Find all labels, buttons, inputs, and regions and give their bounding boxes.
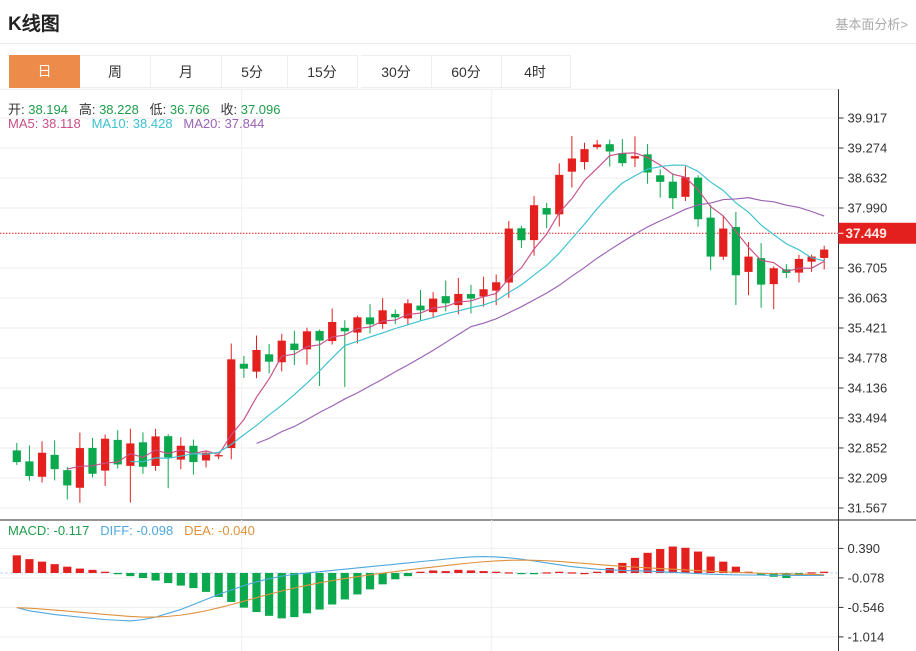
svg-text:34.136: 34.136: [848, 381, 888, 396]
svg-text:33.494: 33.494: [848, 411, 888, 426]
svg-text:-0.546: -0.546: [848, 600, 885, 615]
svg-text:36.063: 36.063: [848, 291, 888, 306]
svg-text:-0.078: -0.078: [848, 570, 885, 585]
svg-text:31.567: 31.567: [848, 501, 888, 516]
svg-text:39.917: 39.917: [848, 111, 888, 126]
svg-text:0.390: 0.390: [848, 541, 881, 556]
svg-text:36.705: 36.705: [848, 261, 888, 276]
svg-text:34.778: 34.778: [848, 351, 888, 366]
svg-text:35.421: 35.421: [848, 320, 888, 335]
svg-text:37.449: 37.449: [846, 226, 887, 241]
svg-text:38.632: 38.632: [848, 171, 888, 186]
svg-text:32.852: 32.852: [848, 440, 888, 455]
svg-text:-1.014: -1.014: [848, 629, 885, 644]
svg-text:37.990: 37.990: [848, 201, 888, 216]
svg-text:32.209: 32.209: [848, 471, 888, 486]
svg-text:39.274: 39.274: [848, 141, 888, 156]
